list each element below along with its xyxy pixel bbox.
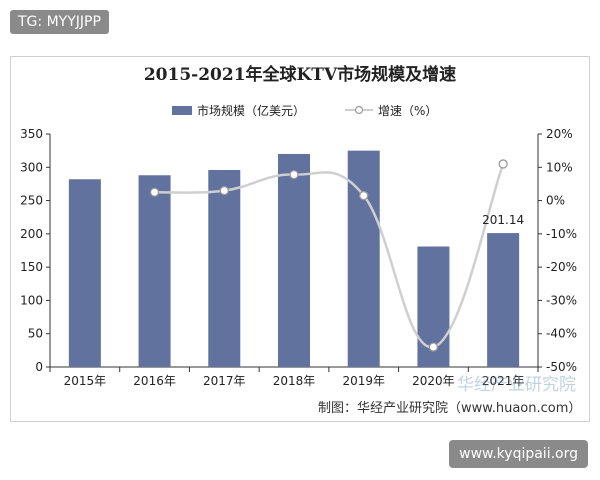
growth-point bbox=[149, 187, 160, 197]
right-tick-label: -30% bbox=[546, 293, 577, 307]
bar bbox=[278, 153, 310, 367]
bar bbox=[208, 169, 241, 367]
right-tick-label: 10% bbox=[546, 160, 573, 174]
growth-point bbox=[498, 159, 508, 169]
x-tick-label: 2017年 bbox=[203, 374, 246, 388]
x-tick-label: 2020年 bbox=[412, 374, 455, 388]
bar-value-label: 201.14 bbox=[482, 213, 524, 227]
left-tick-label: 300 bbox=[20, 160, 43, 174]
left-tick-label: 350 bbox=[20, 127, 43, 141]
growth-line-path bbox=[154, 163, 505, 349]
chart-title: 2015-2021年全球KTV市场规模及增速 bbox=[144, 64, 456, 85]
axes: 0 50 100 150 200 250 300 350 -50% -40% -30% -20% -10… bbox=[20, 127, 577, 388]
right-tick-label: -40% bbox=[546, 327, 577, 341]
growth-line bbox=[149, 159, 508, 352]
x-tick-label: 2019年 bbox=[342, 374, 385, 388]
bars bbox=[68, 150, 520, 367]
right-tick-label: -20% bbox=[546, 260, 577, 274]
legend-line-marker bbox=[354, 105, 364, 115]
legend-bar-label: 市场规模（亿美元） bbox=[197, 103, 305, 118]
growth-point bbox=[428, 342, 439, 352]
growth-point bbox=[219, 185, 229, 196]
bar bbox=[138, 175, 171, 367]
right-tick-label: 0% bbox=[546, 194, 565, 208]
bottom-tag: www.kyqipaii.org bbox=[449, 440, 588, 468]
credit-text: 制图：华经产业研究院（www.huaon.com） bbox=[318, 401, 582, 416]
left-tick-label: 50 bbox=[28, 327, 43, 341]
right-tick-label: -50% bbox=[546, 360, 577, 374]
right-tick-label: 20% bbox=[546, 127, 573, 141]
bar bbox=[487, 233, 520, 367]
left-tick-label: 0 bbox=[35, 360, 43, 374]
bar bbox=[68, 179, 101, 367]
data-labels: 201.14 bbox=[482, 213, 524, 227]
left-tick-label: 100 bbox=[20, 293, 43, 307]
bar bbox=[347, 150, 380, 367]
left-tick-label: 200 bbox=[20, 227, 43, 241]
growth-point bbox=[289, 169, 299, 180]
growth-point bbox=[359, 190, 369, 201]
x-tick-label: 2015年 bbox=[64, 374, 107, 388]
legend: 市场规模（亿美元） 增速（%） bbox=[172, 103, 437, 118]
legend-bar-swatch bbox=[172, 106, 192, 115]
left-tick-label: 250 bbox=[20, 194, 43, 208]
right-tick-label: -10% bbox=[546, 227, 577, 241]
legend-line-label: 增速（%） bbox=[378, 104, 437, 118]
x-tick-label: 2021年 bbox=[482, 374, 525, 388]
x-tick-label: 2016年 bbox=[133, 374, 176, 388]
x-tick-label: 2018年 bbox=[273, 374, 316, 388]
left-tick-label: 150 bbox=[20, 260, 43, 274]
top-tag: TG: MYYJJPP bbox=[10, 10, 109, 34]
